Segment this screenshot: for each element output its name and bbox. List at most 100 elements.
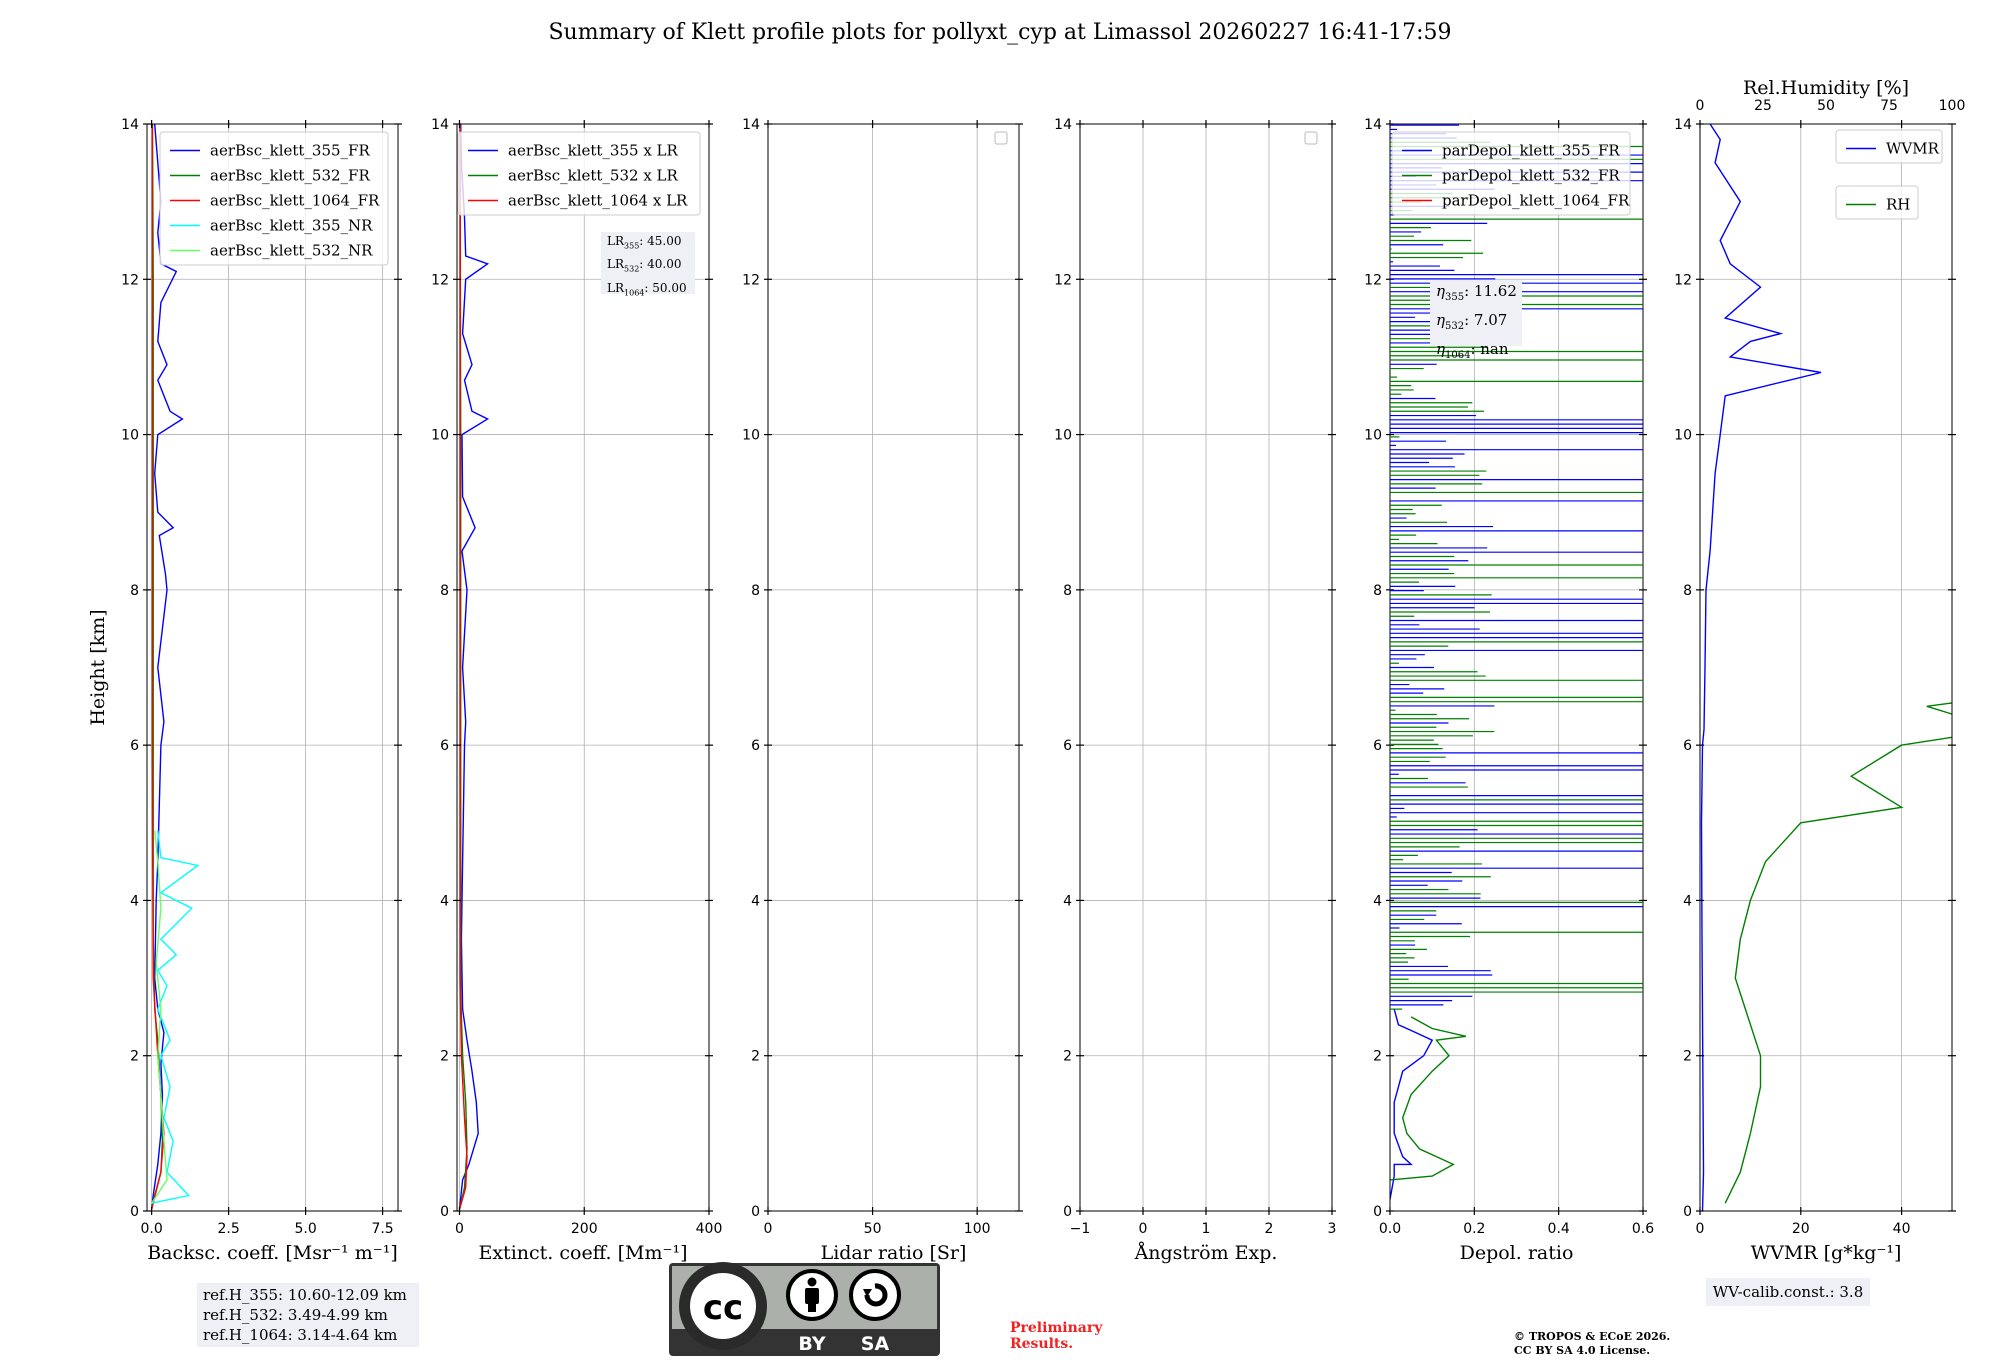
- series-line-parDepol_klett_355_FR: [1390, 1008, 1434, 1200]
- xlabel-lr: Lidar ratio [Sr]: [821, 1242, 967, 1264]
- ytick-label-wv: 6: [1683, 738, 1692, 754]
- legend-wv-wvmr: WVMR: [1835, 129, 1943, 164]
- ytick-label-ae: 2: [1063, 1049, 1072, 1065]
- lr-355: LR355: 45.00: [607, 234, 682, 251]
- cc-license-badge: cc BY SA: [669, 1262, 940, 1356]
- ytick-label-ae: 0: [1063, 1204, 1072, 1220]
- copyright-note: © TROPOS & ECoE 2026. CC BY SA 4.0 Licen…: [1514, 1330, 1670, 1358]
- legend-label-depol: parDepol_klett_532_FR: [1442, 167, 1620, 185]
- axes-frame-wv: [1699, 123, 1953, 1212]
- panel-bsc: 0 2 4 6 8 10 12 14 0.0 2.5 5.0 7.5 Backsc. coeff. [M…: [87, 117, 402, 1264]
- axes-frame-bsc: [146, 123, 399, 1212]
- series-line-aerBsc_klett_1064_FR: [150, 124, 165, 1210]
- ytick-label-ext: 4: [440, 893, 449, 909]
- xlabel-depol: Depol. ratio: [1460, 1242, 1574, 1264]
- ytick-label-ext: 12: [431, 272, 449, 288]
- lr-1064: LR1064: 50.00: [607, 280, 687, 298]
- panel-lr: 0 2 4 6 8 10 12 14 0 50 100 Lidar ratio [Sr]: [742, 117, 1023, 1264]
- ytick-label-bsc: 14: [121, 117, 139, 133]
- series-line-RH: [1724, 702, 1952, 1204]
- ref-h-532: ref.H_532: 3.49-4.99 km: [203, 1306, 388, 1324]
- ytick-label-lr: 0: [751, 1204, 760, 1220]
- ref-height-box: ref.H_355: 10.60-12.09 km ref.H_532: 3.4…: [197, 1283, 419, 1347]
- legend-label-bsc: aerBsc_klett_355_NR: [210, 217, 373, 235]
- legend-label-ext: aerBsc_klett_1064 x LR: [508, 192, 688, 210]
- ytick-label-bsc: 6: [130, 738, 139, 754]
- legend-label-wv-rh: RH: [1886, 196, 1910, 214]
- legend-box-wv-wvmr: [1835, 129, 1943, 164]
- xtick-label-ext: 200: [571, 1221, 598, 1237]
- top-xtick-label-wv: 100: [1939, 98, 1966, 114]
- eta-355: η355: 11.62: [1436, 282, 1517, 303]
- xtick-label-ext: 400: [696, 1221, 723, 1237]
- xtick-label-ae: 2: [1265, 1221, 1274, 1237]
- axes-frame-ext: [456, 123, 710, 1212]
- ytick-label-lr: 12: [742, 272, 760, 288]
- xtick-label-depol: 0.2: [1463, 1221, 1485, 1237]
- xtick-label-lr: 100: [964, 1221, 991, 1237]
- sa-text: SA: [861, 1333, 890, 1355]
- sa-arrow: [864, 1283, 888, 1307]
- ytick-label-bsc: 10: [121, 428, 139, 444]
- by-head: [807, 1277, 817, 1287]
- series-group-bsc: [150, 124, 200, 1210]
- eta-1064: η1064: nan: [1436, 340, 1509, 361]
- xlabel-wv: WVMR [g*kg⁻¹]: [1751, 1242, 1902, 1264]
- sa-arrowhead: [863, 1289, 872, 1297]
- ytick-label-wv: 14: [1674, 117, 1692, 133]
- copyright-line-1: © TROPOS & ECoE 2026.: [1514, 1330, 1671, 1343]
- legend-label-bsc: aerBsc_klett_532_NR: [210, 242, 373, 260]
- xlabel-ae: Ångström Exp.: [1134, 1242, 1278, 1264]
- ytick-label-ae: 10: [1054, 428, 1072, 444]
- series-group-wv: [1700, 124, 1952, 1211]
- ytick-label-depol: 6: [1373, 738, 1382, 754]
- ytick-label-depol: 14: [1364, 117, 1382, 133]
- legend-label-wv-wvmr: WVMR: [1886, 140, 1940, 158]
- wv-calib-box: WV-calib.const.: 3.8: [1706, 1278, 1870, 1306]
- ytick-label-bsc: 4: [130, 893, 139, 909]
- ytick-label-depol: 8: [1373, 583, 1382, 599]
- ytick-label-wv: 2: [1683, 1049, 1692, 1065]
- legend-wv-rh: RH: [1835, 185, 1919, 220]
- axes-frame-lr: [767, 123, 1020, 1212]
- ytick-label-wv: 12: [1674, 272, 1692, 288]
- xtick-label-depol: 0.6: [1632, 1221, 1654, 1237]
- legend-label-depol: parDepol_klett_1064_FR: [1442, 192, 1630, 210]
- xtick-label-wv: 20: [1792, 1221, 1810, 1237]
- legend-depol: parDepol_klett_355_FR parDepol_klett_532_…: [1391, 131, 1631, 216]
- ytick-label-wv: 8: [1683, 583, 1692, 599]
- legend-box-depol: [1391, 131, 1631, 216]
- ytick-label-depol: 4: [1373, 893, 1382, 909]
- series-group-depol: [1390, 1008, 1467, 1200]
- ytick-label-wv: 4: [1683, 893, 1692, 909]
- ytick-label-ae: 14: [1054, 117, 1072, 133]
- ref-h-355: ref.H_355: 10.60-12.09 km: [203, 1286, 407, 1304]
- legend-box-ext: [457, 131, 701, 216]
- xtick-label-lr: 50: [864, 1221, 882, 1237]
- cc-circle: [690, 1273, 756, 1339]
- by-body: [805, 1288, 819, 1304]
- lr-annotation-box: LR355: 45.00 LR532: 40.00 LR1064: 50.00: [601, 232, 695, 297]
- depol-spikes: [1390, 124, 1643, 1010]
- ytick-label-bsc: 8: [130, 583, 139, 599]
- ytick-label-lr: 8: [751, 583, 760, 599]
- xtick-label-ae: 0: [1139, 1221, 1148, 1237]
- xtick-label-depol: 0.0: [1379, 1221, 1401, 1237]
- ytick-label-ae: 6: [1063, 738, 1072, 754]
- ytick-label-depol: 10: [1364, 428, 1382, 444]
- ytick-label-depol: 0: [1373, 1204, 1382, 1220]
- empty-legend-ae: [1304, 131, 1318, 145]
- eta-532: η532: 7.07: [1436, 311, 1508, 332]
- preliminary-note: Preliminary Results.: [1010, 1320, 1102, 1352]
- ytick-label-lr: 4: [751, 893, 760, 909]
- xtick-label-wv: 40: [1893, 1221, 1911, 1237]
- xtick-label-ae: 3: [1328, 1221, 1337, 1237]
- ytick-label-wv: 0: [1683, 1204, 1692, 1220]
- ref-h-1064: ref.H_1064: 3.14-4.64 km: [203, 1326, 398, 1344]
- xtick-label-bsc: 5.0: [294, 1221, 316, 1237]
- legend-label-depol: parDepol_klett_355_FR: [1442, 142, 1620, 160]
- panel-depol: 0 2 4 6 8 10 12 14 0.0 0.2 0.4 0.6 Depol. ratio: [1364, 117, 1654, 1264]
